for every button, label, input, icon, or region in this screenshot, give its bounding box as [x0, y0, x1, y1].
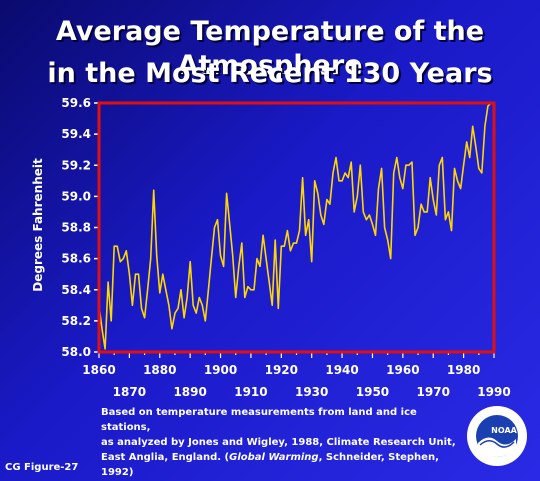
y-tick-label: 58.2	[61, 314, 91, 328]
chart-title-line-1: Average Temperature of the Atmosphere	[55, 16, 485, 81]
x-tick-label: 1940	[325, 363, 358, 377]
x-tick-label: 1890	[173, 385, 206, 399]
y-tick-label: 59.6	[61, 96, 91, 110]
figure-label: CG Figure-27	[5, 462, 79, 473]
x-tick-label: 1900	[204, 363, 237, 377]
y-tick-label: 58.8	[61, 221, 91, 235]
source-note-line-2: as analyzed by Jones and Wigley, 1988, C…	[101, 437, 456, 448]
x-tick-label: 1880	[143, 363, 176, 377]
y-axis-label: Degrees Fahrenheit	[31, 158, 45, 292]
temperature-series-line	[98, 102, 492, 350]
x-tick-label: 1960	[386, 363, 419, 377]
y-tick-label: 59.4	[61, 127, 91, 141]
plot-frame	[97, 101, 496, 354]
y-tick-label: 59.0	[61, 189, 91, 203]
x-tick-label: 1950	[356, 385, 389, 399]
source-note-line-3: East Anglia, England. (Global Warming, S…	[101, 452, 439, 478]
x-tick-label: 1970	[417, 385, 450, 399]
x-tick-label: 1990	[477, 385, 510, 399]
y-tick-label: 58.0	[61, 345, 91, 359]
chart-title-line-2: in the Most Recent 130 Years	[47, 58, 493, 89]
y-tick-label: 58.4	[61, 283, 91, 297]
source-note: Based on temperature measurements from l…	[101, 405, 461, 480]
x-tick-label: 1930	[295, 385, 328, 399]
x-tick-label: 1860	[82, 363, 115, 377]
x-tick-label: 1870	[113, 385, 146, 399]
y-tick-label: 59.2	[61, 158, 91, 172]
x-tick-label: 1980	[447, 363, 480, 377]
noaa-logo: NOAA	[467, 406, 527, 466]
plot-background	[99, 103, 494, 352]
y-tick-label: 58.6	[61, 252, 91, 266]
x-tick-label: 1920	[265, 363, 298, 377]
x-tick-label: 1910	[234, 385, 267, 399]
svg-text:NOAA: NOAA	[491, 426, 517, 435]
source-note-line-1: Based on temperature measurements from l…	[101, 407, 417, 433]
